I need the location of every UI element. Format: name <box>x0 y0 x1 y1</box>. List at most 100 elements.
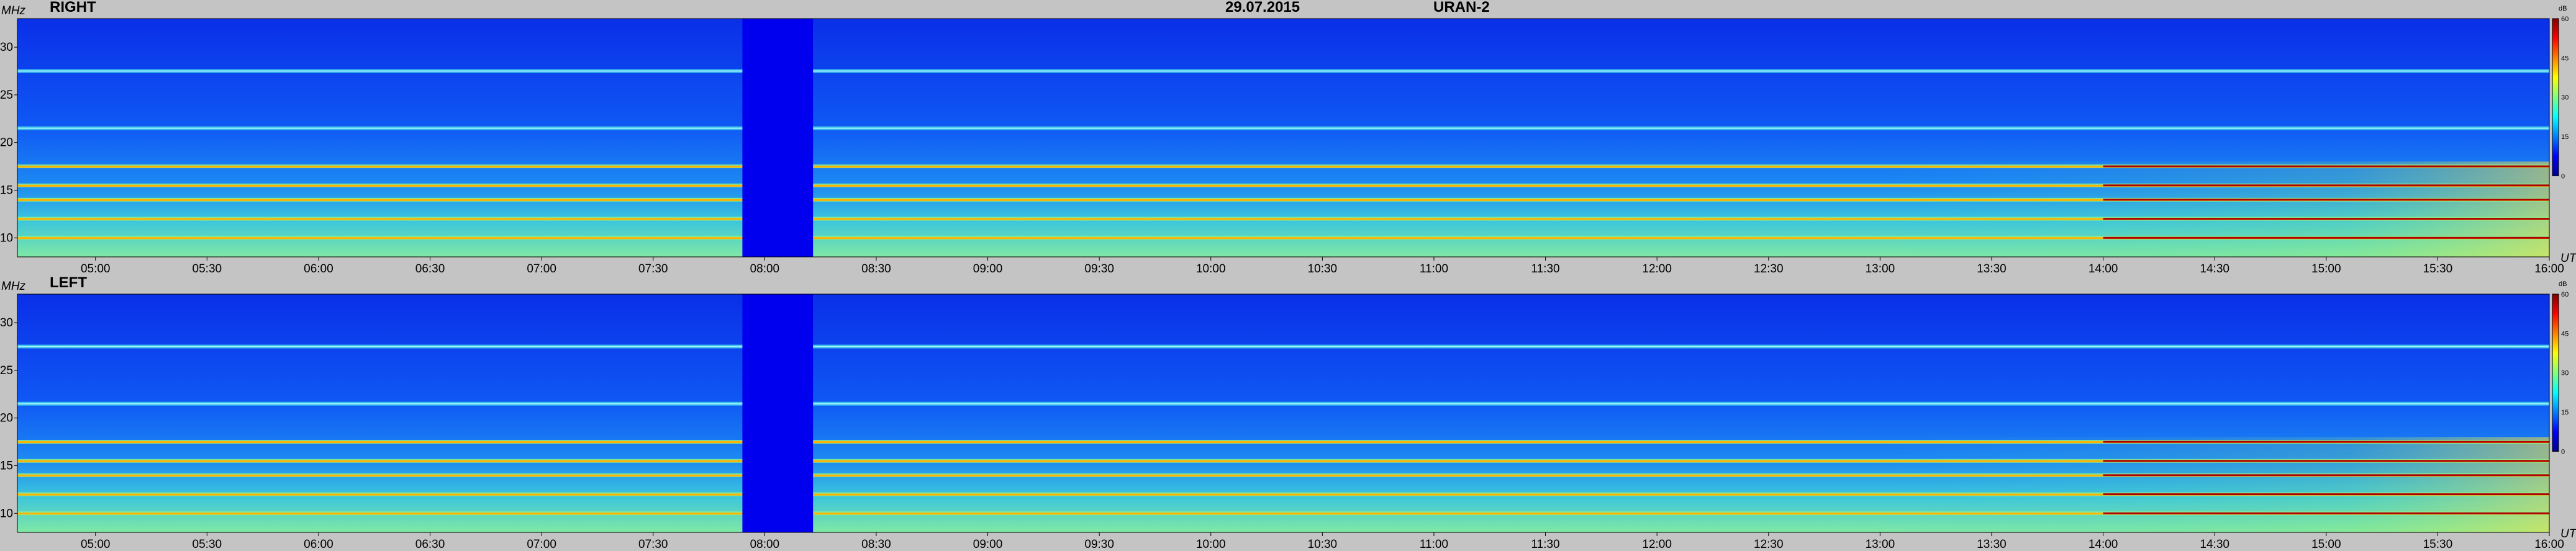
x-tick-label: 08:30 <box>861 262 891 276</box>
colorbar-unit-left: dB <box>2559 280 2567 288</box>
plot-frame <box>17 18 2550 258</box>
x-tick-label: 13:30 <box>1977 262 2007 276</box>
x-tick-label: 10:00 <box>1196 262 1226 276</box>
interference-band <box>17 513 2549 515</box>
x-tick-label: 16:00 <box>2534 262 2564 276</box>
interference-band <box>17 127 2549 129</box>
interference-band <box>17 237 2549 240</box>
spectrum-panel-left: 10 15 20 25 30 05:00 05:30 06:00 06:30 07:00 07:30… <box>0 291 2569 551</box>
panel-title-left: LEFT <box>50 274 87 291</box>
interference-band <box>17 460 2549 462</box>
colorbar-tick-label: 0 <box>2561 172 2565 180</box>
colorbar-tick-label: 15 <box>2561 409 2569 416</box>
interference-band-strong <box>2103 512 2549 514</box>
colorbar-tick-label: 30 <box>2561 370 2569 377</box>
interference-band <box>17 184 2549 187</box>
colorbar-tick-label: 30 <box>2561 94 2569 102</box>
x-tick-label: 08:00 <box>750 538 780 551</box>
spectrum-panel-right: 10 15 20 25 30 05:00 05:30 06:00 06:30 07:00 07:30… <box>0 16 2569 276</box>
x-tick-label: 11:30 <box>1531 538 1559 551</box>
y-tick-label: 20 <box>0 137 13 150</box>
x-tick-label: 05:30 <box>193 262 222 276</box>
interference-band <box>17 403 2549 405</box>
interference-band <box>17 218 2549 220</box>
colorbar-unit-right: dB <box>2559 5 2567 12</box>
x-tick-label: 09:00 <box>973 538 1003 551</box>
x-tick-label: 15:00 <box>2311 538 2341 551</box>
x-tick-label: 06:00 <box>304 262 333 276</box>
x-tick-label: 11:00 <box>1420 538 1448 551</box>
x-unit-left: UT <box>2560 527 2576 540</box>
colorbar-tick-label: 0 <box>2561 448 2565 455</box>
y-unit-right: MHz <box>1 4 26 17</box>
x-tick-label: 12:00 <box>1642 262 1672 276</box>
y-tick-label: 25 <box>0 89 13 102</box>
observation-date: 29.07.2015 <box>1225 0 1300 16</box>
x-tick-label: 06:00 <box>304 538 333 551</box>
x-tick-label: 05:00 <box>81 538 111 551</box>
panel-title-right: RIGHT <box>50 0 96 16</box>
y-tick-label: 15 <box>0 459 13 472</box>
x-tick-label: 07:00 <box>527 538 556 551</box>
interference-band-strong <box>2103 218 2549 220</box>
x-tick-label: 12:30 <box>1754 538 1784 551</box>
x-tick-label: 14:00 <box>2088 262 2118 276</box>
x-tick-label: 06:30 <box>415 538 445 551</box>
interference-band <box>17 493 2549 496</box>
interference-band-strong <box>2103 441 2549 443</box>
x-tick-label: 14:00 <box>2088 538 2118 551</box>
x-tick-label: 14:30 <box>2200 262 2229 276</box>
x-tick-label: 13:00 <box>1866 538 1895 551</box>
x-tick-label: 07:30 <box>638 538 668 551</box>
colorbar <box>2552 293 2559 452</box>
x-tick-label: 15:00 <box>2311 262 2341 276</box>
x-tick-label: 10:00 <box>1196 538 1226 551</box>
interference-band-strong <box>2103 199 2549 201</box>
x-tick-label: 05:30 <box>193 538 222 551</box>
x-tick-label: 15:30 <box>2423 538 2453 551</box>
y-unit-left: MHz <box>1 280 26 293</box>
interference-band-strong <box>2103 474 2549 477</box>
instrument-name: URAN-2 <box>1433 0 1490 16</box>
x-tick-label: 08:30 <box>861 538 891 551</box>
interference-band <box>17 441 2549 444</box>
x-tick-label: 08:00 <box>750 262 780 276</box>
x-tick-label: 09:00 <box>973 262 1003 276</box>
x-tick-label: 11:00 <box>1420 262 1448 276</box>
x-tick-label: 12:30 <box>1754 262 1784 276</box>
data-gap <box>742 294 814 532</box>
x-tick-label: 16:00 <box>2534 538 2564 551</box>
colorbar-tick-label: 15 <box>2561 133 2569 141</box>
x-tick-label: 07:30 <box>638 262 668 276</box>
x-tick-label: 15:30 <box>2423 262 2453 276</box>
x-unit-right: UT <box>2560 252 2576 265</box>
colorbar-tick-label: 45 <box>2561 55 2569 62</box>
interference-band <box>17 474 2549 477</box>
interference-band-strong <box>2103 184 2549 187</box>
interference-band-strong <box>2103 493 2549 496</box>
x-tick-label: 13:30 <box>1977 538 2007 551</box>
interference-band-strong <box>2103 236 2549 239</box>
x-tick-label: 10:30 <box>1308 262 1338 276</box>
colorbar-tick-label: 60 <box>2561 16 2569 23</box>
interference-band-strong <box>2103 460 2549 462</box>
interference-band <box>17 70 2549 72</box>
data-gap <box>742 19 814 257</box>
x-tick-label: 09:30 <box>1084 538 1114 551</box>
x-tick-label: 12:00 <box>1642 538 1672 551</box>
y-tick-label: 25 <box>0 364 13 377</box>
x-tick-label: 13:00 <box>1866 262 1895 276</box>
interference-band <box>17 199 2549 201</box>
y-tick-label: 15 <box>0 184 13 197</box>
interference-band <box>17 346 2549 347</box>
plot-frame <box>17 293 2550 533</box>
x-tick-label: 10:30 <box>1308 538 1338 551</box>
y-tick-label: 10 <box>0 231 13 244</box>
y-tick-label: 20 <box>0 412 13 425</box>
x-tick-label: 07:00 <box>527 262 556 276</box>
colorbar-tick-label: 45 <box>2561 330 2569 338</box>
interference-band-strong <box>2103 165 2549 168</box>
y-tick-label: 10 <box>0 507 13 520</box>
x-tick-label: 09:30 <box>1084 262 1114 276</box>
